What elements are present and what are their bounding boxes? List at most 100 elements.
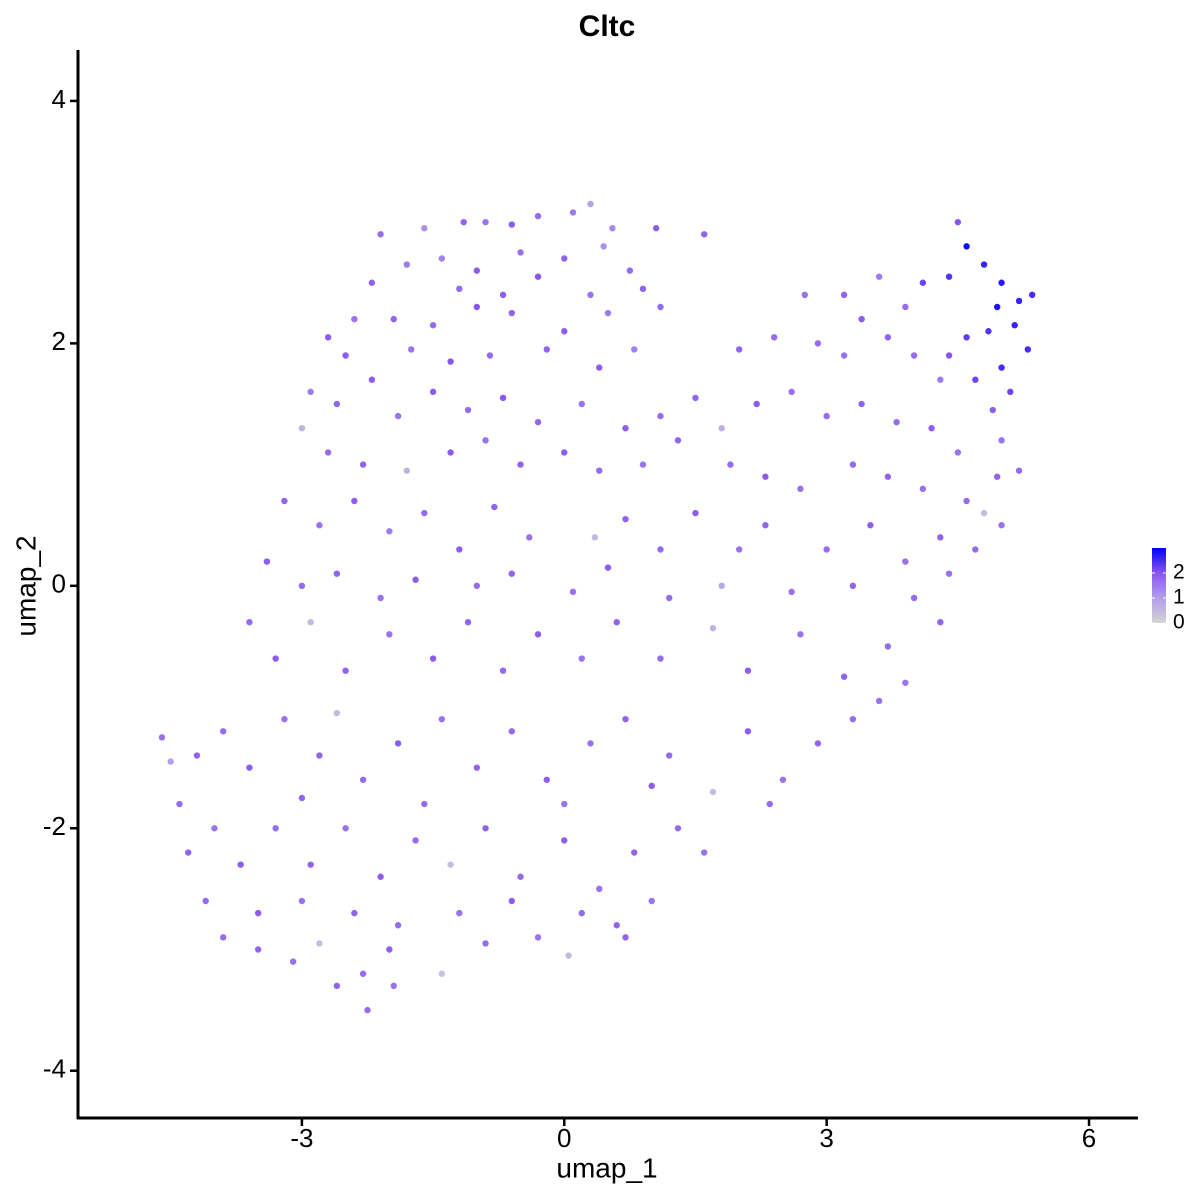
x-tick-label: 6 <box>1082 1123 1096 1153</box>
cell-point <box>613 922 620 929</box>
cell-point <box>342 352 349 359</box>
cell-point <box>421 800 428 808</box>
cell-point <box>508 897 515 905</box>
color-tick-label: 2 <box>1173 561 1185 584</box>
cell-point <box>289 958 297 965</box>
cell-point <box>801 291 808 299</box>
cell-point <box>412 576 419 583</box>
cell-point <box>456 285 463 293</box>
cell-point <box>333 400 341 408</box>
cell-point <box>569 209 577 216</box>
cell-point <box>884 334 892 341</box>
cell-point <box>403 261 411 268</box>
cell-point <box>858 400 865 408</box>
cell-point <box>604 564 612 571</box>
x-tick-label: 3 <box>819 1123 833 1153</box>
cell-point <box>394 412 402 420</box>
cell-point <box>1011 321 1018 329</box>
cell-point <box>447 449 454 456</box>
cell-point <box>972 376 979 383</box>
cell-point <box>456 546 463 553</box>
x-tick-label: -3 <box>290 1123 313 1153</box>
cell-point <box>377 231 384 238</box>
cell-point <box>945 273 953 280</box>
cell-point <box>561 255 568 262</box>
color-bar <box>1152 548 1166 623</box>
cell-point <box>596 364 603 371</box>
cell-point <box>386 631 393 638</box>
cell-point <box>609 225 616 232</box>
cell-point <box>333 570 341 577</box>
cell-point <box>849 715 857 723</box>
cell-point <box>840 291 848 299</box>
cell-point <box>735 346 743 353</box>
cell-point <box>954 449 962 456</box>
cell-point <box>937 376 944 383</box>
cell-point <box>307 861 314 868</box>
cell-point <box>254 946 262 953</box>
y-tick-label: 4 <box>52 84 66 114</box>
cell-point <box>596 467 603 474</box>
cell-point <box>600 243 607 250</box>
cell-point <box>456 909 463 917</box>
cell-point <box>298 794 306 802</box>
cell-point <box>342 825 349 832</box>
cell-point <box>359 461 367 468</box>
cell-point <box>657 412 664 420</box>
cell-point <box>473 303 481 311</box>
cell-point <box>928 425 935 432</box>
cell-point <box>298 897 306 905</box>
cell-point <box>482 940 489 947</box>
cell-point <box>464 406 472 414</box>
cell-point <box>1015 467 1023 474</box>
cell-point <box>972 546 979 553</box>
cell-point <box>587 740 594 747</box>
cell-point <box>534 418 542 426</box>
cell-point <box>359 970 367 977</box>
cell-point <box>1015 297 1023 305</box>
cell-point <box>919 485 927 493</box>
cell-point <box>701 231 708 238</box>
cell-point <box>316 752 323 759</box>
color-tick-label: 0 <box>1173 611 1185 634</box>
cell-point <box>998 279 1005 286</box>
cell-point <box>666 594 673 602</box>
cell-point <box>963 497 970 505</box>
cell-point <box>333 709 341 717</box>
y-tick-label: 2 <box>52 326 66 356</box>
cell-point <box>875 273 883 280</box>
cell-point <box>910 594 918 602</box>
cell-point <box>202 897 209 905</box>
cell-point <box>709 788 717 796</box>
cell-point <box>709 625 717 632</box>
cell-point <box>486 352 494 359</box>
cell-point <box>517 461 524 468</box>
cell-point <box>394 740 402 747</box>
cell-point <box>429 388 437 396</box>
cell-point <box>316 522 323 529</box>
cell-point <box>342 667 349 674</box>
cell-point <box>447 358 454 365</box>
cell-point <box>591 534 599 541</box>
cell-point <box>993 473 1001 480</box>
cell-point <box>910 352 918 359</box>
cell-point <box>561 837 568 844</box>
cell-point <box>482 218 489 226</box>
cell-point <box>867 522 874 529</box>
cell-point <box>219 934 227 941</box>
cell-point <box>429 321 437 329</box>
cell-point <box>508 309 515 317</box>
cell-point <box>473 764 481 771</box>
cell-point <box>954 218 962 226</box>
cell-point <box>482 825 489 832</box>
cell-point <box>237 861 244 868</box>
cell-point <box>534 212 542 220</box>
cell-point <box>517 249 524 256</box>
cell-point <box>534 631 542 638</box>
cell-point <box>674 437 682 444</box>
cell-point <box>272 825 279 832</box>
cell-point <box>158 734 166 741</box>
cell-point <box>797 631 804 638</box>
cell-point <box>692 509 699 517</box>
cell-point <box>438 970 446 977</box>
